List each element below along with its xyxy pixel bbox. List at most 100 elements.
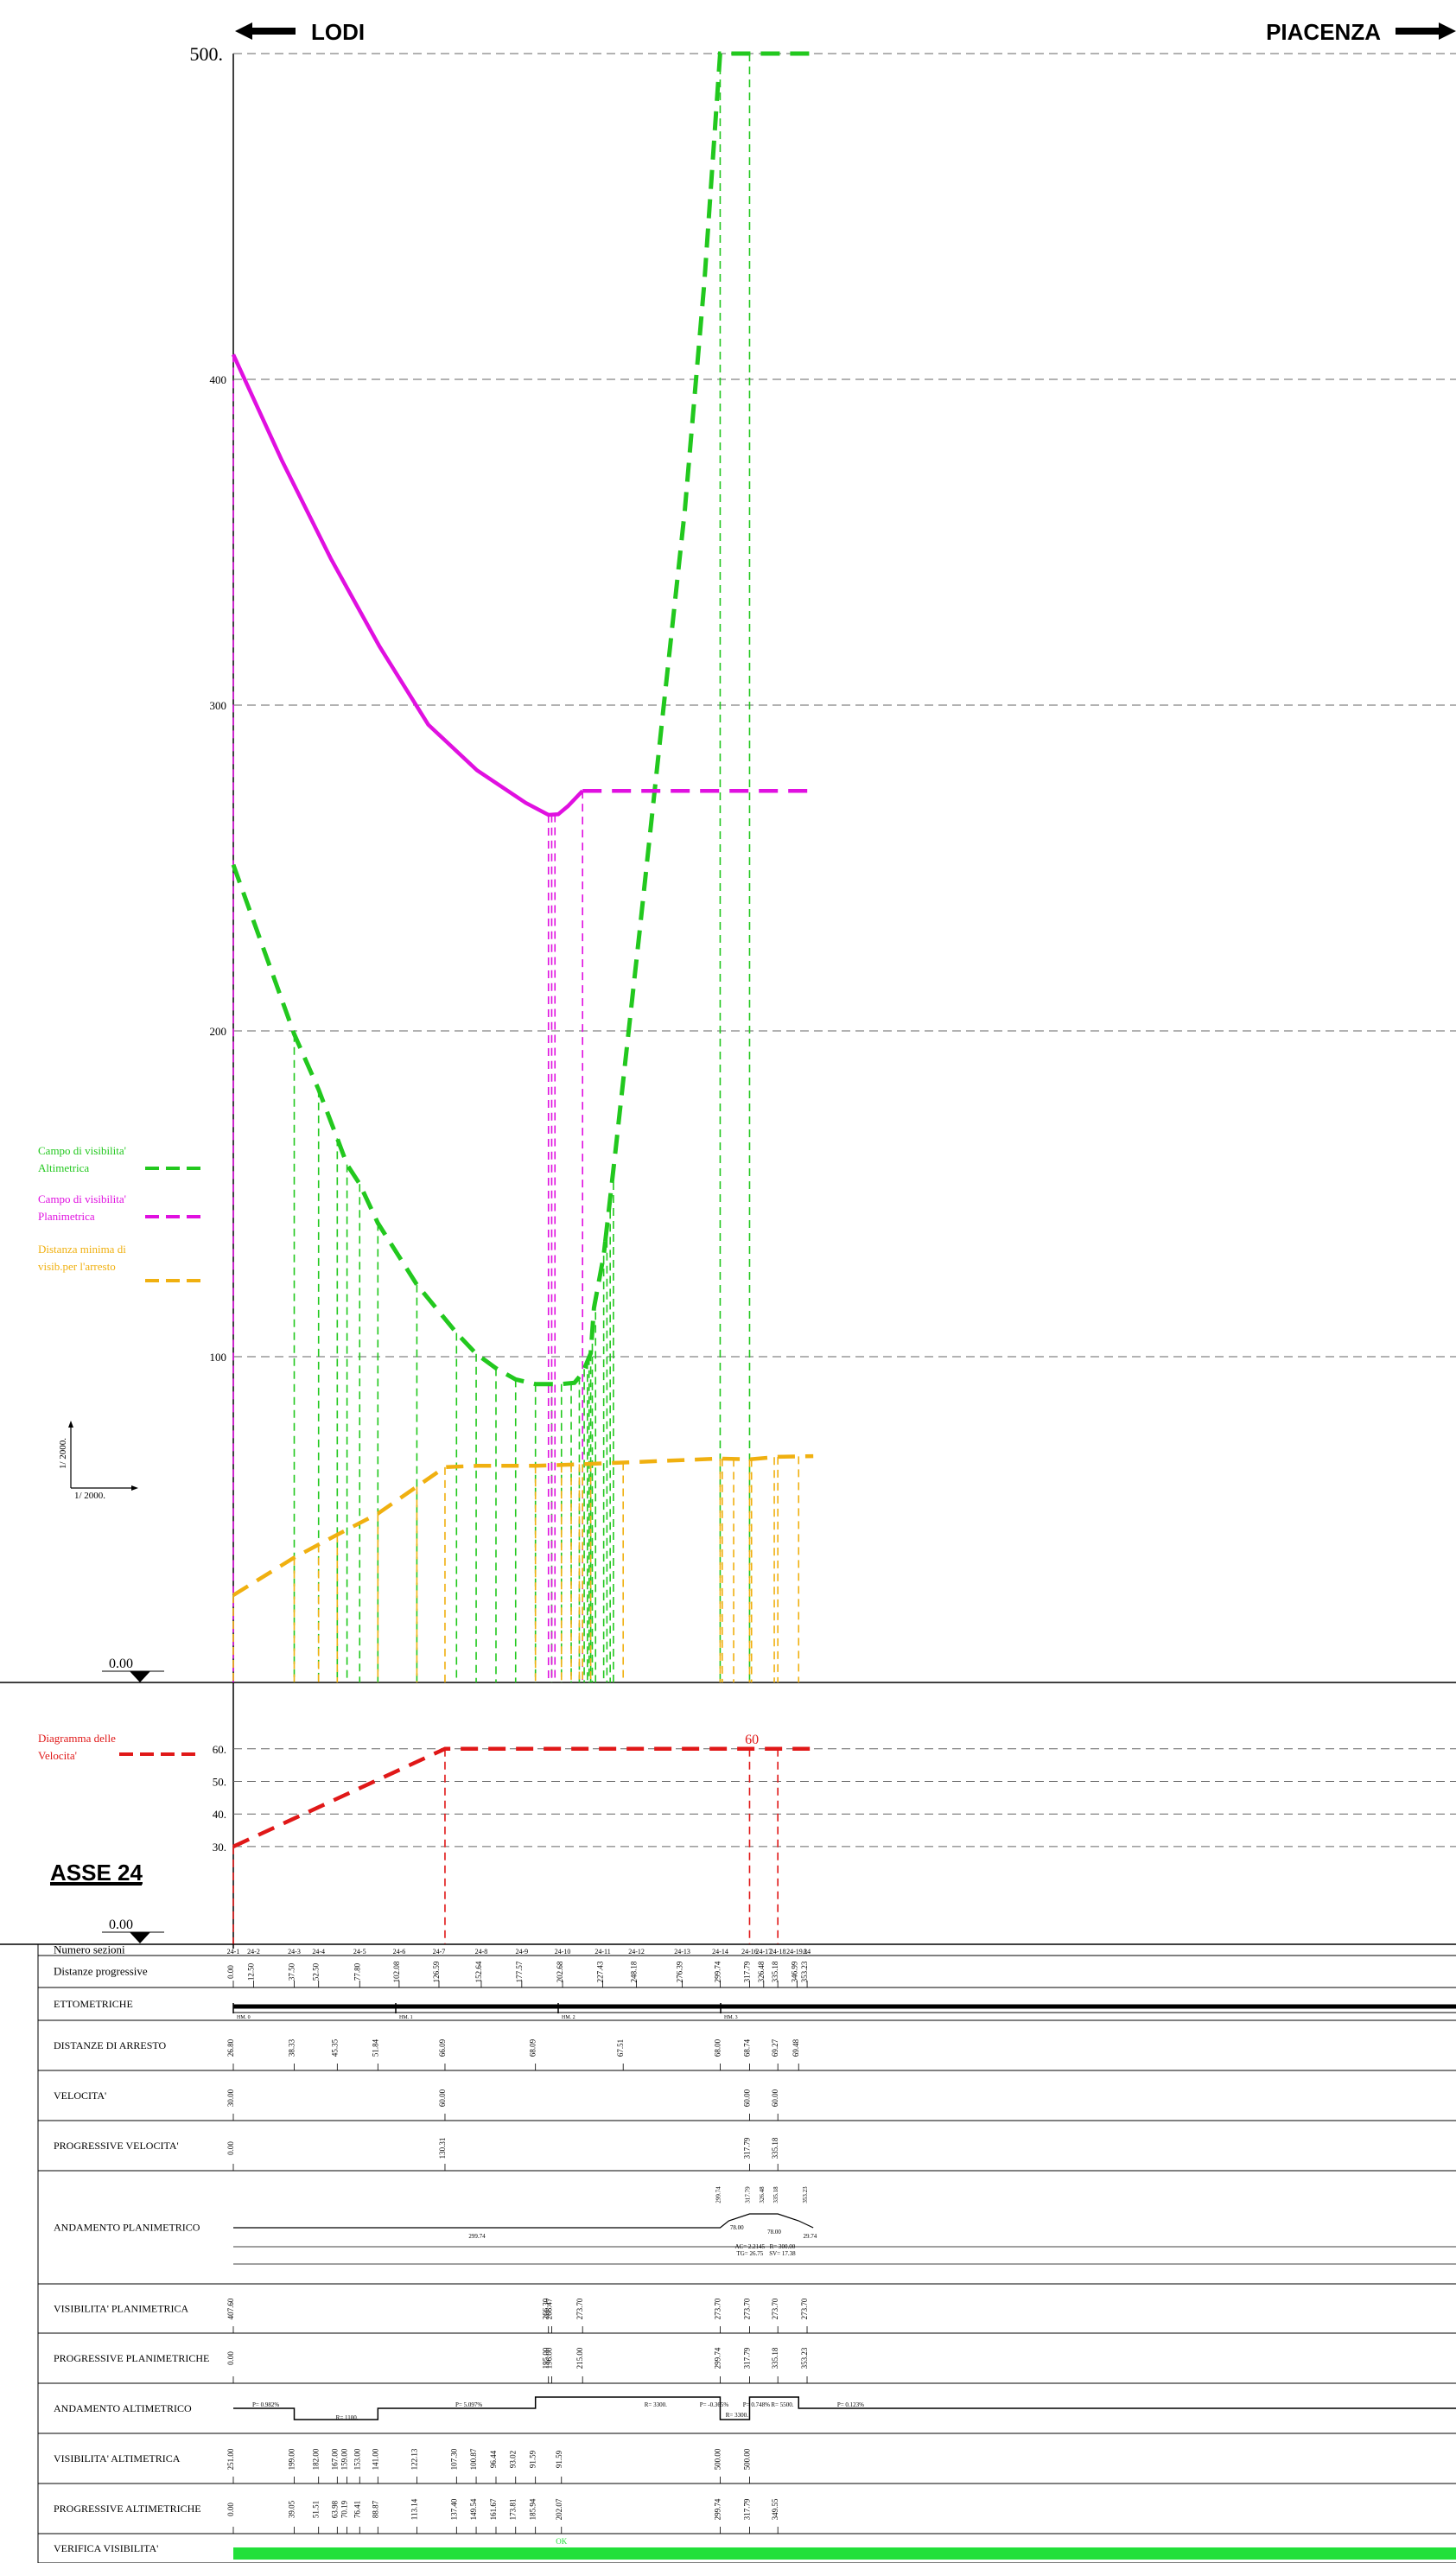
plan-progressive-value: 215.00	[575, 2347, 584, 2369]
plan-label: 29.74	[804, 2233, 817, 2240]
altimetric-curve	[231, 863, 607, 1387]
speed-value: 60.00	[438, 2089, 447, 2107]
progressive-distance: 102.08	[392, 1961, 401, 1982]
alt-progressive-value: 39.05	[288, 2500, 296, 2518]
stop-distance-value: 68.09	[529, 2038, 537, 2057]
plan-station: 317.79	[744, 2186, 751, 2204]
planimetric-curve	[231, 353, 584, 817]
section-number: 24-18	[770, 1948, 786, 1956]
progressive-distance: 248.18	[630, 1961, 639, 1982]
speed-tick-label: 50.	[213, 1776, 226, 1789]
alt-visibility-value: 251.00	[226, 2448, 235, 2470]
datum-upper-label: 0.00	[109, 1657, 133, 1671]
alt-visibility-value: 500.00	[742, 2448, 751, 2470]
table-row-label: ANDAMENTO ALTIMETRICO	[54, 2402, 192, 2414]
progressive-distance: 335.18	[771, 1961, 779, 1982]
alt-visibility-value: 182.00	[312, 2448, 321, 2470]
alt-progressive-value: 161.67	[489, 2498, 498, 2520]
hectometric-label: HM. 0	[237, 2015, 251, 2020]
progressive-distance: 77.80	[353, 1962, 361, 1981]
alt-progressive-value: 76.41	[353, 2501, 361, 2518]
datum-triangle-icon	[130, 1671, 150, 1682]
hectometric-label: HM. 3	[724, 2015, 738, 2020]
datum-lower-label: 0.00	[109, 1917, 133, 1932]
stop-distance-value: 38.33	[288, 2038, 296, 2057]
plan-station: 335.18	[773, 2186, 779, 2204]
y-tick-label: 100	[210, 1351, 227, 1364]
y-top-label: 500.	[190, 43, 224, 65]
plan-progressive-value: 299.74	[713, 2347, 722, 2369]
speed-value: 60.00	[742, 2089, 751, 2107]
scale-arrow-up-icon	[68, 1421, 73, 1428]
alt-visibility-value: 91.59	[529, 2450, 537, 2468]
table-row-label: Distanze progressive	[54, 1965, 148, 1978]
diagram-lines: 60	[231, 51, 814, 1944]
stop-distance-value: 26.80	[226, 2038, 235, 2057]
alt-visibility-value: 100.87	[469, 2448, 478, 2470]
section-number: 24-16	[741, 1948, 758, 1956]
progressive-distance: 353.23	[800, 1961, 809, 1982]
stop-distance-curve	[232, 1453, 814, 1597]
plan-progressive-value: 353.23	[800, 2347, 809, 2369]
alt-visibility-value: 141.00	[371, 2448, 379, 2470]
plan-visibility-value: 273.70	[575, 2298, 584, 2319]
alt-label: R= 3300.	[726, 2412, 748, 2419]
progressive-distance: 0.00	[226, 1965, 235, 1979]
plan-visibility-value: 273.70	[713, 2298, 722, 2319]
alt-visibility-value: 167.00	[330, 2448, 339, 2470]
section-number: 24-8	[475, 1948, 488, 1956]
table-row-label: DISTANZE DI ARRESTO	[54, 2039, 166, 2051]
table-row-label: PROGRESSIVE PLANIMETRICHE	[54, 2352, 209, 2364]
speed-marker-label: 60	[745, 1733, 759, 1747]
section-number: 24-4	[312, 1948, 325, 1956]
alt-visibility-value: 159.00	[340, 2448, 349, 2470]
section-number: 24-5	[353, 1948, 366, 1956]
visibility-check-bar	[233, 2547, 1456, 2560]
legend-planimetric-label-2: Planimetrica	[38, 1210, 95, 1223]
progressive-distance: 326.48	[757, 1961, 766, 1982]
scale-arrow-right-icon	[131, 1485, 138, 1491]
section-number: 24-17	[755, 1948, 772, 1956]
plan-label: R= 300.00	[770, 2243, 796, 2250]
progressive-distance: 152.64	[474, 1961, 483, 1982]
plan-label: AC= 2.2145	[735, 2243, 766, 2250]
alt-profile-line	[233, 2396, 1456, 2420]
alt-progressive-value: 349.55	[771, 2498, 779, 2520]
alt-visibility-value: 122.13	[410, 2448, 418, 2470]
stop-distance-value: 45.35	[330, 2038, 339, 2057]
plan-progressive-value: 0.00	[226, 2351, 235, 2365]
section-number: 24	[804, 1948, 811, 1956]
alt-visibility-value: 107.30	[449, 2448, 458, 2470]
scale-symbol: 1/ 2000. 1/ 2000.	[58, 1421, 138, 1501]
legend: Campo di visibilita' Altimetrica Campo d…	[38, 1144, 202, 1762]
y-tick-label: 300	[210, 699, 227, 712]
stop-distance-value: 68.00	[713, 2038, 722, 2057]
progressive-distance: 37.50	[288, 1962, 296, 1981]
section-number: 24-10	[555, 1948, 571, 1956]
plan-progressive-value: 317.79	[742, 2347, 751, 2369]
alt-label: R= 1100.	[336, 2414, 359, 2421]
progressive-distance: 227.43	[596, 1961, 605, 1982]
progressive-distance: 346.99	[790, 1961, 798, 1982]
plan-label: 78.00	[767, 2229, 781, 2235]
hectometric-label: HM. 1	[399, 2015, 413, 2020]
horizontal-scale: 1/ 2000.	[74, 1491, 105, 1501]
alt-label: P= 0.982%	[252, 2401, 279, 2408]
vertical-scale: 1/ 2000.	[58, 1438, 68, 1469]
alt-progressive-value: 51.51	[312, 2501, 321, 2518]
y-tick-label: 200	[210, 1025, 227, 1038]
alt-visibility-value: 199.00	[288, 2448, 296, 2470]
datum-mark-upper: 0.00	[102, 1657, 164, 1682]
plan-visibility-value: 266.47	[544, 2298, 553, 2319]
speed-tick-label: 30.	[213, 1841, 226, 1854]
table-row-label: VELOCITA'	[54, 2089, 106, 2102]
legend-altimetric-label: Campo di visibilita'	[38, 1144, 126, 1157]
alt-progressive-value: 202.07	[555, 2498, 563, 2520]
alt-visibility-value: 96.44	[489, 2450, 498, 2468]
alt-progressive-value: 173.81	[509, 2499, 518, 2521]
plan-station: 299.74	[715, 2186, 722, 2204]
progressive-distance: 299.74	[714, 1961, 722, 1982]
direction-left-label: LODI	[311, 19, 365, 45]
profile-table: Numero sezioni Distanze progressive ETTOME…	[37, 1943, 1456, 2563]
